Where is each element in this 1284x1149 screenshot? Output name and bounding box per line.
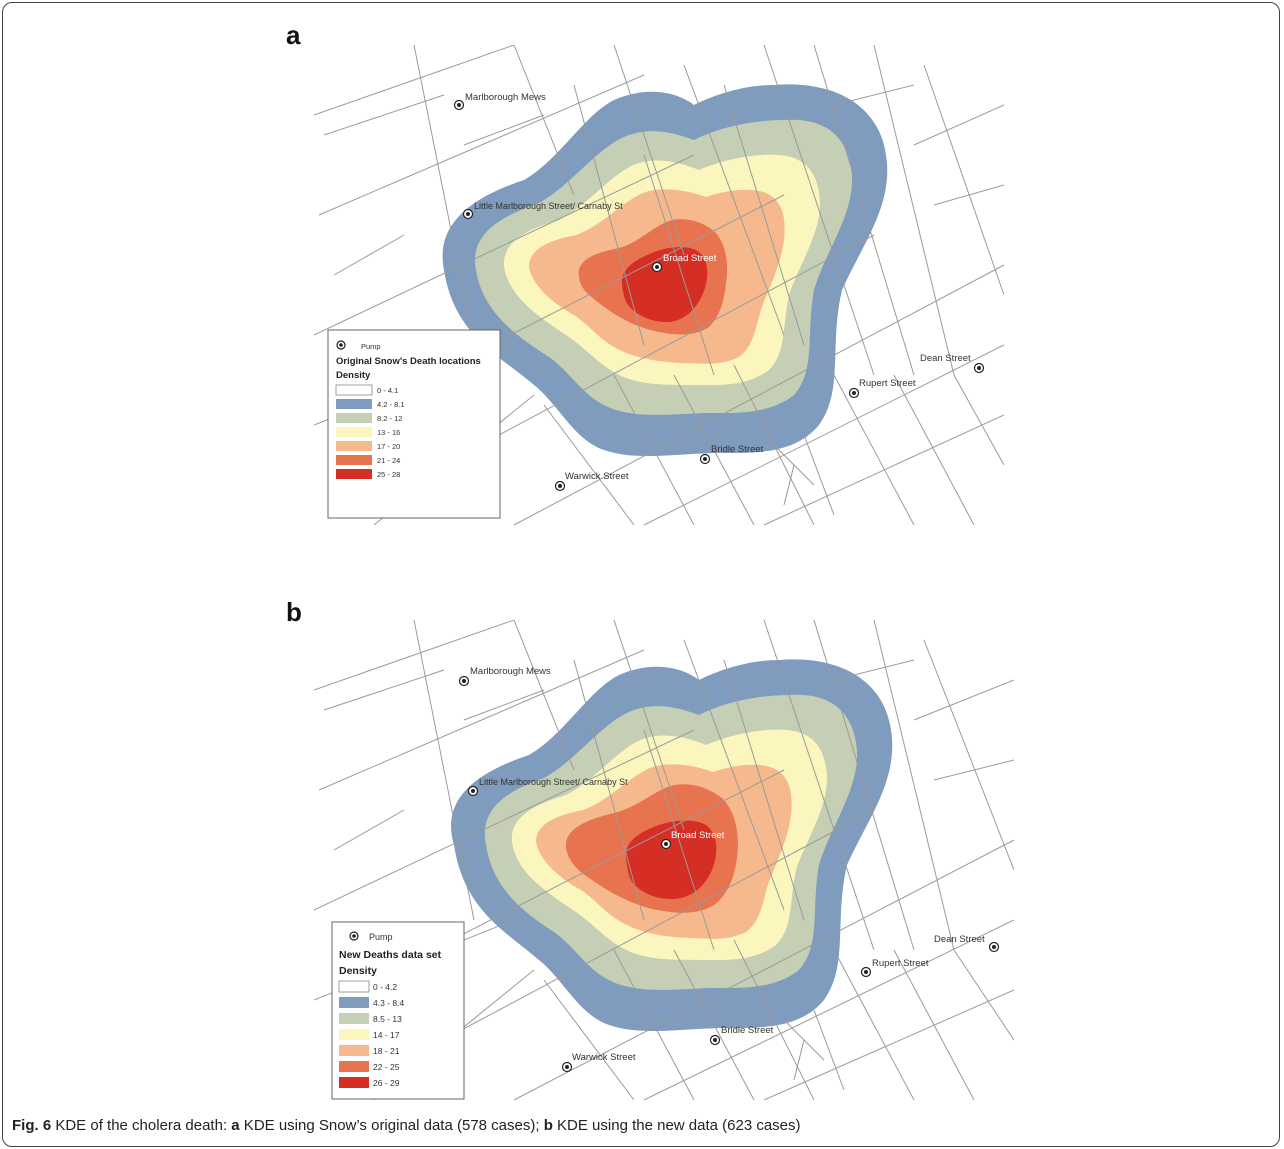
pump-little-marlborough: Little Marlborough Street/ Carnaby St [462, 201, 623, 220]
label-broad-street: Broad Street [671, 830, 725, 841]
legend-class-1: 4.2 - 8.1 [377, 400, 405, 409]
label-broad-street: Broad Street [663, 253, 717, 264]
legend-class-3: 14 - 17 [373, 1030, 400, 1040]
kde-band-26-29 [625, 820, 717, 900]
legend-class-2: 8.5 - 13 [373, 1014, 402, 1024]
label-rupert-street: Rupert Street [872, 958, 929, 969]
legend-class-6: 25 - 28 [377, 470, 400, 479]
pump-broad-street: Broad Street [651, 253, 717, 273]
pump-dean-street: Dean Street [934, 934, 1000, 953]
legend-class-1: 4.3 - 8.4 [373, 998, 404, 1008]
legend-title: Original Snow's Death locations [336, 356, 481, 367]
legend-class-0: 0 - 4.1 [377, 386, 398, 395]
legend-classes: 0 - 4.1 4.2 - 8.1 8.2 - 12 13 - 16 17 - … [335, 384, 405, 479]
label-marlborough-mews: Marlborough Mews [470, 666, 551, 677]
kde-band-25-28 [621, 247, 708, 323]
label-dean-street: Dean Street [934, 934, 985, 945]
label-little-marlborough: Little Marlborough Street/ Carnaby St [474, 201, 623, 211]
pump-bridle-street: Bridle Street [699, 444, 764, 465]
caption-text-1: KDE of the cholera death: [51, 1117, 232, 1134]
pump-marlborough-mews: Marlborough Mews [453, 92, 546, 111]
legend-classes: 0 - 4.2 4.3 - 8.4 8.5 - 13 14 - 17 18 - … [338, 980, 404, 1088]
caption-label: Fig. 6 [12, 1117, 52, 1134]
legend-class-2: 8.2 - 12 [377, 414, 402, 423]
pump-warwick-street: Warwick Street [554, 471, 629, 492]
label-little-marlborough: Little Marlborough Street/ Carnaby St [479, 777, 628, 787]
pump-dean-street: Dean Street [920, 353, 985, 374]
caption-a: a [231, 1117, 240, 1134]
legend-class-0: 0 - 4.2 [373, 982, 397, 992]
label-bridle-street: Bridle Street [711, 444, 764, 455]
legend-class-5: 21 - 24 [377, 456, 400, 465]
label-warwick-street: Warwick Street [572, 1052, 636, 1063]
pump-broad-street: Broad Street [660, 830, 725, 850]
kde-bands [442, 84, 888, 457]
label-warwick-street: Warwick Street [565, 471, 629, 482]
caption-text-2: KDE using Snow’s original data (578 case… [239, 1117, 544, 1134]
label-marlborough-mews: Marlborough Mews [465, 92, 546, 103]
legend-class-4: 17 - 20 [377, 442, 400, 451]
panel-b-letter: b [286, 597, 302, 627]
panel-a-letter: a [286, 20, 301, 50]
caption-text-3: KDE using the new data (623 cases) [552, 1117, 801, 1134]
legend-class-6: 26 - 29 [373, 1078, 400, 1088]
pump-markers: Marlborough Mews Little Marlborough Stre… [453, 92, 985, 492]
label-rupert-street: Rupert Street [859, 378, 916, 389]
pump-warwick-street: Warwick Street [561, 1052, 636, 1073]
legend-subtitle: Density [336, 370, 371, 381]
legend-title: New Deaths data set [339, 949, 442, 961]
legend-pump-label: Pump [361, 342, 381, 351]
legend: Pump Original Snow's Death locations Den… [327, 329, 501, 519]
legend-class-4: 18 - 21 [373, 1046, 400, 1056]
legend-pump-label: Pump [369, 932, 393, 942]
legend-class-3: 13 - 16 [377, 428, 400, 437]
kde-bands [451, 659, 893, 1032]
label-dean-street: Dean Street [920, 353, 971, 364]
pump-bridle-street: Bridle Street [709, 1025, 774, 1046]
pump-rupert-street: Rupert Street [860, 958, 929, 978]
panel-b-map: Marlborough Mews Little Marlborough Stre… [314, 620, 1014, 1100]
caption-b: b [543, 1117, 553, 1134]
legend-subtitle: Density [339, 965, 377, 977]
figure-caption: Fig. 6 KDE of the cholera death: a KDE u… [12, 1117, 801, 1134]
street-network [314, 45, 1004, 525]
legend-class-5: 22 - 25 [373, 1062, 400, 1072]
pump-little-marlborough: Little Marlborough Street/ Carnaby St [467, 777, 628, 797]
pump-markers: Marlborough Mews Little Marlborough Stre… [458, 666, 1000, 1073]
legend: Pump New Deaths data set Density 0 - 4.2… [331, 921, 465, 1100]
panel-a-map: Marlborough Mews Little Marlborough Stre… [314, 45, 1004, 525]
pump-rupert-street: Rupert Street [848, 378, 916, 399]
label-bridle-street: Bridle Street [721, 1025, 774, 1036]
pump-marlborough-mews: Marlborough Mews [458, 666, 551, 687]
